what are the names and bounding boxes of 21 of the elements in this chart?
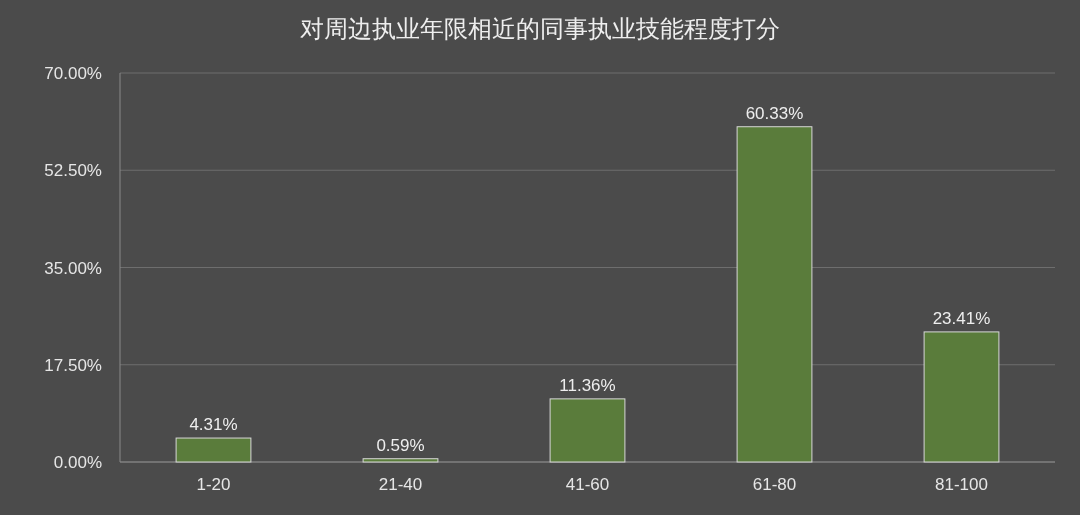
bar — [923, 331, 1000, 463]
y-tick-label: 35.00% — [44, 258, 102, 278]
x-tick-label: 41-60 — [565, 475, 610, 494]
x-tick-label: 81-100 — [935, 475, 988, 494]
chart-title: 对周边执业年限相近的同事执业技能程度打分 — [300, 15, 780, 42]
x-tick-label: 21-40 — [378, 475, 423, 494]
x-tick-label: 1-20 — [196, 475, 231, 494]
y-tick-label: 0.00% — [53, 453, 102, 472]
data-label: 11.36% — [559, 375, 616, 395]
bar — [549, 398, 626, 463]
bar — [175, 437, 252, 463]
bar — [362, 458, 439, 463]
data-label: 0.59% — [376, 435, 425, 455]
data-label: 23.41% — [932, 308, 991, 328]
y-tick-label: 70.00% — [44, 64, 102, 83]
data-label: 4.31% — [189, 415, 238, 435]
data-label: 60.33% — [745, 103, 804, 123]
x-tick-label: 61-80 — [752, 475, 797, 494]
y-tick-label: 17.50% — [44, 355, 102, 375]
bar — [736, 126, 813, 463]
y-tick-label: 52.50% — [44, 161, 102, 181]
